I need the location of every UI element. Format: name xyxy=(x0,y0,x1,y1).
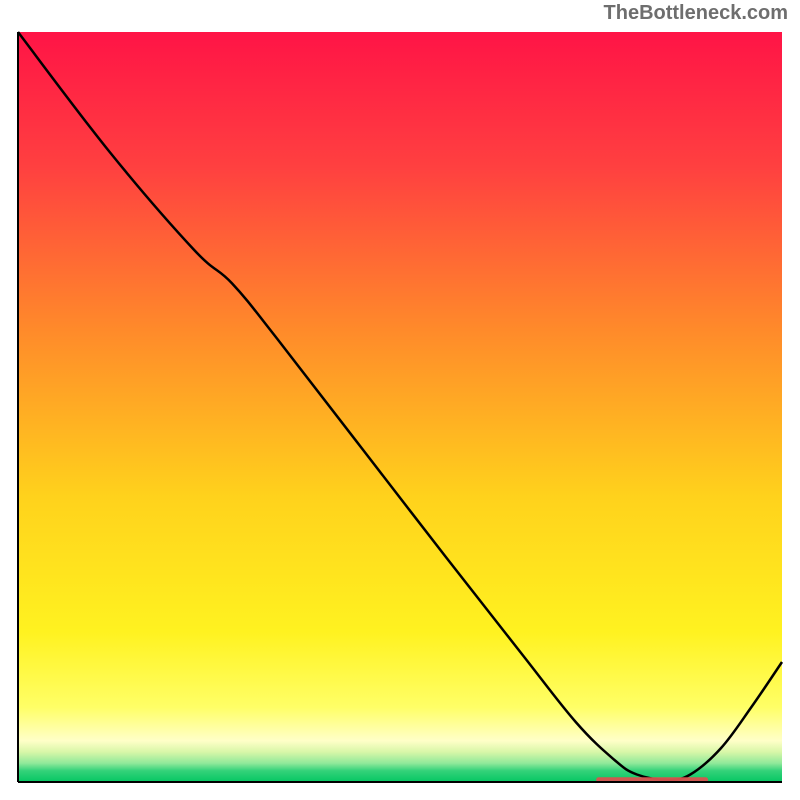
plot-background xyxy=(18,32,782,782)
bottleneck-chart xyxy=(0,0,800,800)
attribution-label: TheBottleneck.com xyxy=(604,2,788,25)
figure: TheBottleneck.com xyxy=(0,0,800,800)
